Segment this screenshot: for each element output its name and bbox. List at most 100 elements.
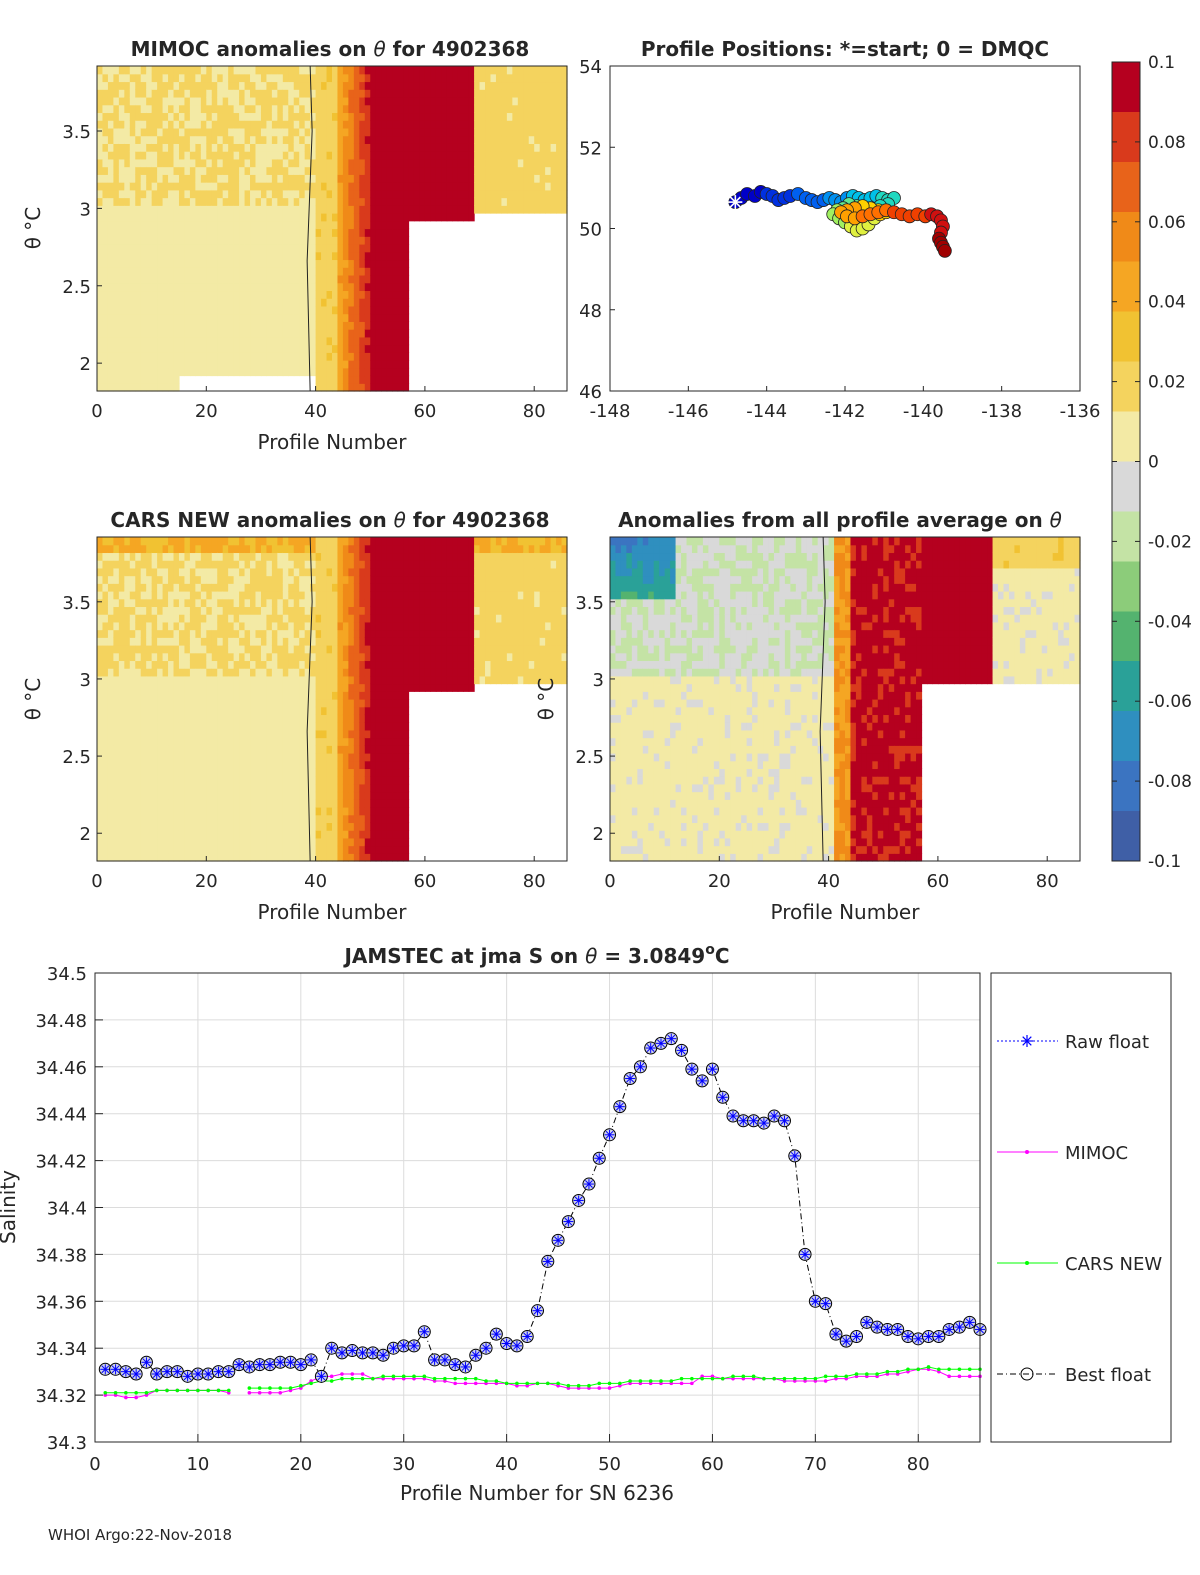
anomaly-cell — [140, 637, 147, 646]
anomaly-cell — [304, 360, 311, 369]
anomaly-cell — [162, 274, 169, 284]
anomaly-cell — [200, 660, 207, 669]
anomaly-cell — [135, 706, 142, 716]
anomaly-cell — [151, 336, 158, 346]
anomaly-cell — [490, 174, 497, 183]
anomaly-cell — [468, 166, 475, 175]
anomaly-cell — [97, 336, 104, 346]
anomaly-cell — [200, 182, 207, 191]
anomaly-cell — [299, 621, 306, 631]
anomaly-cell — [157, 151, 164, 160]
anomaly-cell — [260, 298, 268, 307]
anomaly-cell — [359, 383, 366, 392]
anomaly-cell — [468, 205, 475, 214]
anomaly-cell — [545, 174, 552, 183]
anomaly-cell — [260, 783, 268, 793]
anomaly-cell — [151, 375, 158, 384]
anomaly-cell — [113, 282, 120, 292]
mimoc-xlabel: Profile Number — [258, 430, 408, 454]
anomaly-cell — [239, 583, 246, 592]
anomaly-cell — [321, 135, 328, 144]
anomaly-cell — [419, 73, 426, 83]
anomaly-cell — [129, 81, 136, 90]
anomaly-cell — [370, 112, 377, 121]
anomaly-cell — [419, 112, 426, 121]
anomaly-cell — [168, 845, 175, 854]
anomaly-cell — [375, 360, 382, 369]
anomaly-cell — [124, 360, 131, 369]
anomaly-cell — [244, 228, 251, 237]
anomaly-cell — [244, 259, 251, 268]
anomaly-cell — [523, 197, 530, 206]
anomaly-cell — [342, 552, 349, 561]
anomaly-cell — [332, 112, 339, 121]
anomaly-cell — [310, 81, 317, 90]
anomaly-cell — [244, 660, 251, 669]
anomaly-cell — [113, 251, 120, 261]
anomaly-cell — [375, 352, 382, 361]
anomaly-cell — [168, 104, 175, 114]
anomaly-cell — [255, 352, 262, 361]
anomaly-cell — [545, 112, 552, 121]
anomaly-cell — [124, 104, 131, 114]
anomaly-cell — [348, 112, 355, 121]
anomaly-cell — [107, 807, 114, 816]
anomaly-cell — [184, 791, 191, 800]
anomaly-cell — [228, 745, 235, 754]
anomaly-cell — [490, 158, 497, 168]
anomaly-cell — [107, 830, 114, 839]
anomaly-cell — [107, 228, 114, 237]
anomaly-cell — [271, 745, 278, 754]
anomaly-cell — [173, 104, 180, 114]
anomaly-cell — [539, 127, 546, 137]
anomaly-cell — [299, 776, 306, 785]
anomaly-cell — [348, 776, 355, 785]
anomaly-cell — [184, 645, 191, 654]
anomaly-cell — [359, 166, 366, 175]
anomaly-cell — [337, 629, 344, 638]
anomaly-cell — [310, 89, 317, 98]
anomaly-cell — [129, 845, 136, 854]
anomaly-cell — [200, 683, 207, 692]
anomaly-cell — [255, 845, 262, 854]
anomaly-cell — [310, 753, 317, 762]
anomaly-cell — [113, 822, 120, 831]
anomaly-cell — [468, 73, 475, 83]
anomaly-cell — [113, 583, 120, 592]
anomaly-cell — [228, 560, 235, 569]
anomaly-cell — [260, 544, 268, 554]
anomaly-cell — [370, 329, 377, 338]
anomaly-cell — [222, 660, 229, 669]
anomaly-cell — [244, 745, 251, 754]
anomaly-cell — [244, 845, 251, 854]
anomaly-cell — [348, 807, 355, 816]
anomaly-cell — [113, 560, 120, 569]
anomaly-cell — [184, 691, 191, 700]
anomaly-cell — [124, 660, 131, 669]
anomaly-cell — [271, 807, 278, 816]
anomaly-cell — [556, 182, 563, 191]
anomaly-cell — [146, 637, 153, 646]
anomaly-cell — [200, 313, 207, 322]
anomaly-cell — [315, 837, 322, 847]
anomaly-cell — [129, 706, 136, 716]
anomaly-cell — [310, 729, 317, 739]
anomaly-cell — [364, 290, 371, 299]
anomaly-cell — [277, 166, 284, 175]
anomaly-cell — [277, 753, 284, 762]
anomaly-cell — [413, 127, 421, 137]
anomaly-cell — [107, 344, 114, 353]
anomaly-cell — [463, 205, 470, 214]
anomaly-cell — [206, 814, 213, 824]
anomaly-cell — [293, 120, 300, 129]
anomaly-cell — [348, 714, 355, 723]
anomaly-cell — [332, 706, 339, 716]
anomaly-cell — [200, 267, 207, 276]
anomaly-cell — [288, 298, 295, 307]
anomaly-cell — [332, 853, 339, 862]
anomaly-cell — [250, 120, 257, 129]
anomaly-cell — [375, 305, 382, 315]
anomaly-cell — [97, 243, 104, 253]
anomaly-cell — [266, 691, 273, 700]
anomaly-cell — [386, 243, 393, 253]
